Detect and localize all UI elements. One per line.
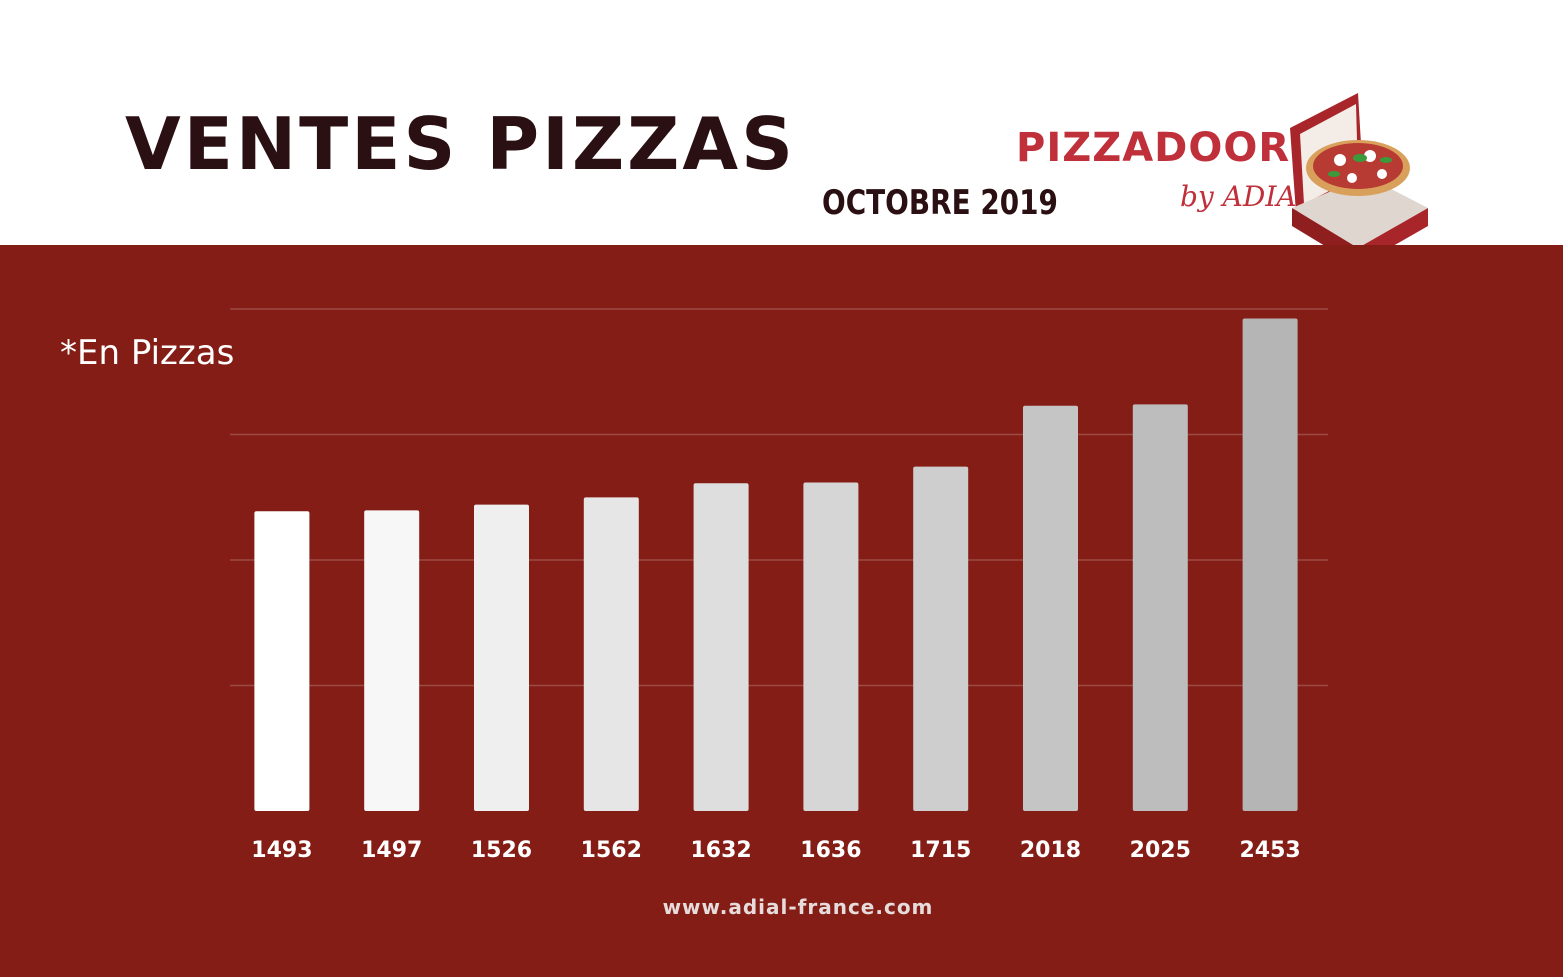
website-link[interactable]: www.adial-france.com — [662, 895, 934, 919]
bar — [1132, 404, 1188, 811]
bar — [583, 497, 639, 811]
x-tick-label: 1636 — [800, 838, 861, 863]
bar — [364, 510, 420, 811]
bar — [693, 483, 749, 811]
bar — [913, 466, 969, 811]
logo-tagline: by ADIAL — [1180, 180, 1316, 213]
x-tick-label: 1715 — [910, 838, 971, 863]
bar — [803, 482, 859, 811]
header: VENTES PIZZAS OCTOBRE 2019 PIZZADOOR by … — [0, 0, 1563, 266]
x-tick-label: 2025 — [1130, 838, 1191, 863]
x-tick-label: 2018 — [1020, 838, 1081, 863]
x-tick-label: 1562 — [581, 838, 642, 863]
logo-wordmark: PIZZADOOR — [1016, 125, 1291, 171]
x-tick-label: 1632 — [690, 838, 751, 863]
x-tick-label: 1526 — [471, 838, 532, 863]
x-tick-label: 1497 — [361, 838, 422, 863]
x-tick-label: 1493 — [251, 838, 312, 863]
bar — [474, 504, 529, 811]
page-title: VENTES PIZZAS — [125, 102, 796, 186]
brand-logo: PIZZADOOR by ADIAL — [1010, 88, 1450, 273]
bar — [1023, 405, 1078, 811]
bar — [1242, 318, 1298, 811]
page-subtitle: OCTOBRE 2019 — [822, 183, 1058, 223]
bar — [254, 511, 310, 811]
unit-note: *En Pizzas — [60, 333, 235, 373]
x-tick-label: 2453 — [1239, 838, 1300, 863]
